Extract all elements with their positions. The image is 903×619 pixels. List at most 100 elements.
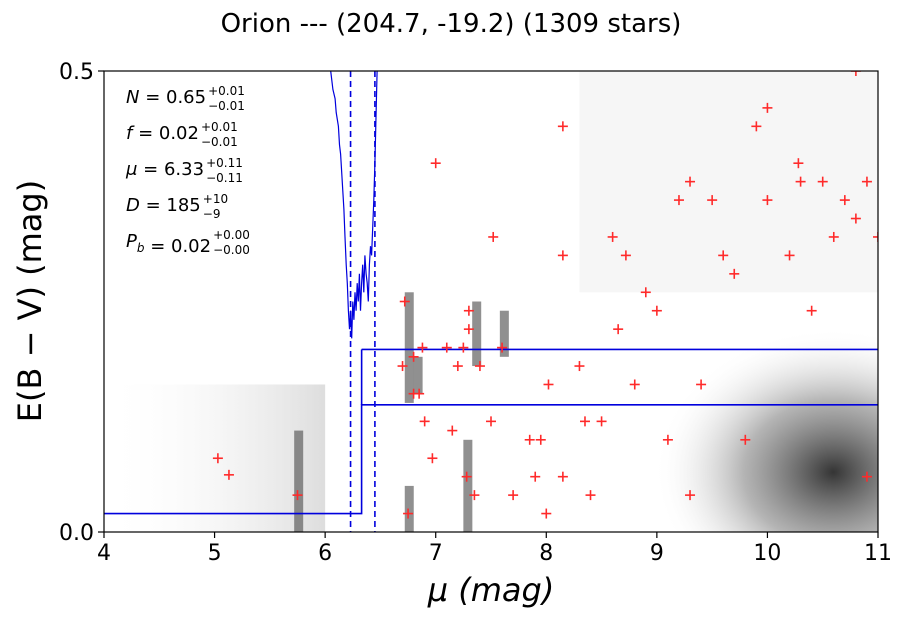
star-marker [469,490,480,501]
fit-parameter: D = 185 [126,195,201,216]
star-marker [430,158,441,169]
star-marker [419,416,430,427]
star-marker [414,388,425,399]
x-tick-label: 6 [318,541,332,566]
star-marker [873,231,878,242]
star-marker [557,250,568,261]
star-marker [585,490,596,501]
model-lines [104,71,878,532]
star-marker [524,434,535,445]
fit-parameter-upper: +0.11 [206,156,243,170]
star-marker [828,231,839,242]
x-tick-label: 9 [650,541,664,566]
fit-parameter-lower: −9 [203,207,221,221]
fit-parameter-lower: −0.01 [208,99,245,113]
fit-parameter-lower: −0.01 [201,135,238,149]
heatmap-column [404,292,414,403]
heatmap-upper-shade [579,71,878,293]
plot-frame [103,70,879,533]
star-marker [447,425,458,436]
star-marker [543,379,554,390]
star-marker [613,324,624,335]
star-marker [729,268,740,279]
star-marker [474,361,485,372]
star-marker [292,490,303,501]
star-marker [508,490,519,501]
star-marker [793,158,804,169]
star-marker [718,250,729,261]
star-marker [463,305,474,316]
model-step-lower [104,403,878,515]
fit-parameter: Pb = 0.02 [126,231,211,257]
star-marker [640,287,651,298]
star-marker [784,250,795,261]
plot-area [104,71,878,532]
x-tick-label: 5 [208,541,222,566]
star-marker [817,176,828,187]
star-marker [673,195,684,206]
y-axis-ticks: 0.0 0.5 [59,60,104,546]
fit-parameter-upper: +0.01 [208,84,245,98]
star-marker [441,342,452,353]
star-marker [850,213,861,224]
star-marker [397,361,408,372]
fit-parameter: μ = 6.33 [125,159,204,180]
x-axis-ticks: 4 5 6 7 8 9 10 11 [97,532,892,566]
y-tick-label: 0.5 [59,60,94,85]
star-marker [535,434,546,445]
star-marker [620,250,631,261]
star-marker [707,195,718,206]
fit-parameter-lower: −0.00 [213,243,250,257]
star-marker [212,453,223,464]
y-tick-label: 0.0 [59,521,94,546]
star-marker [861,471,872,482]
star-marker [452,361,463,372]
star-marker [488,231,499,242]
chart-title: Orion --- (204.7, -19.2) (1309 stars) [221,9,682,39]
star-marker [417,342,428,353]
star-marker [408,351,419,362]
star-marker [486,416,496,427]
fit-parameter: f = 0.02 [126,123,199,144]
star-marker [574,361,585,372]
fit-parameter: N = 0.65 [126,87,206,108]
x-tick-label: 8 [539,541,553,566]
x-axis-label: μ (mag) [427,571,555,609]
fit-parameter-upper: +10 [203,192,228,206]
star-marker [839,195,850,206]
star-marker [795,176,806,187]
star-marker [427,453,438,464]
star-marker [762,102,773,113]
star-marker [740,434,751,445]
star-marker [579,416,590,427]
heatmap-column [472,301,482,367]
star-marker [685,490,696,501]
heatmap-column [463,439,473,532]
star-marker [751,121,762,132]
star-marker [557,121,568,132]
fit-parameters: N = 0.65 +0.01−0.01f = 0.02 +0.01−0.01μ = … [125,84,250,257]
star-marker [497,342,508,353]
star-marker [223,469,234,480]
star-marker [596,416,607,427]
star-marker [541,508,552,519]
star-marker [557,471,568,482]
fit-parameter-lower: −0.11 [206,171,243,185]
star-marker [850,71,861,76]
heatmap-column [294,430,304,532]
x-tick-label: 11 [864,541,892,566]
star-marker [651,305,662,316]
y-axis-label: E(B − V) (mag) [11,180,49,422]
star-marker [861,176,872,187]
heatmap-column [413,356,423,394]
star-marker [629,379,640,390]
star-marker [806,305,817,316]
star-marker [461,471,472,482]
star-marker [696,379,707,390]
heatmap-column [404,485,414,532]
star-marker [607,231,618,242]
star-marker [685,176,696,187]
x-tick-label: 7 [429,541,443,566]
star-marker [399,296,410,307]
x-tick-label: 10 [753,541,781,566]
